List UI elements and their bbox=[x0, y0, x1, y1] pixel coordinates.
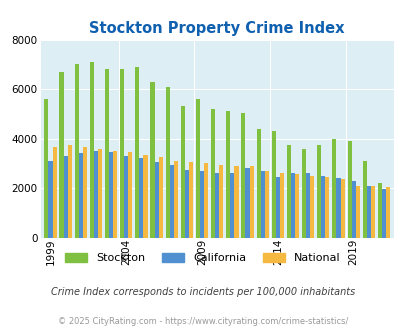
Bar bbox=[336, 178, 340, 238]
Bar bbox=[320, 176, 324, 238]
Bar bbox=[305, 173, 309, 238]
Bar bbox=[370, 185, 374, 238]
Bar bbox=[90, 62, 94, 238]
Text: Crime Index corresponds to incidents per 100,000 inhabitants: Crime Index corresponds to incidents per… bbox=[51, 287, 354, 297]
Bar bbox=[48, 161, 52, 238]
Legend: Stockton, California, National: Stockton, California, National bbox=[61, 248, 344, 268]
Bar bbox=[128, 152, 132, 238]
Bar bbox=[135, 67, 139, 238]
Bar bbox=[113, 151, 117, 238]
Bar bbox=[249, 166, 253, 238]
Bar bbox=[215, 173, 219, 238]
Bar bbox=[204, 163, 208, 238]
Bar bbox=[184, 170, 188, 238]
Bar bbox=[165, 86, 169, 238]
Bar bbox=[301, 148, 305, 238]
Bar bbox=[79, 153, 83, 238]
Bar bbox=[234, 166, 238, 238]
Bar bbox=[347, 141, 351, 238]
Bar bbox=[309, 176, 313, 238]
Bar bbox=[150, 82, 154, 238]
Bar bbox=[105, 69, 109, 238]
Bar bbox=[219, 165, 223, 238]
Bar bbox=[340, 180, 344, 238]
Bar bbox=[75, 64, 79, 238]
Bar bbox=[362, 161, 366, 238]
Bar bbox=[271, 131, 275, 238]
Bar bbox=[124, 156, 128, 238]
Bar bbox=[180, 106, 184, 238]
Bar bbox=[211, 109, 215, 238]
Bar bbox=[44, 99, 48, 238]
Bar bbox=[120, 69, 124, 238]
Bar bbox=[52, 147, 56, 238]
Bar bbox=[241, 113, 245, 238]
Bar bbox=[294, 175, 298, 238]
Bar bbox=[169, 165, 173, 238]
Bar bbox=[324, 177, 328, 238]
Bar bbox=[351, 181, 355, 238]
Bar bbox=[245, 168, 249, 238]
Bar bbox=[94, 151, 98, 238]
Bar bbox=[59, 72, 64, 238]
Bar bbox=[355, 185, 359, 238]
Bar bbox=[256, 129, 260, 238]
Bar bbox=[230, 173, 234, 238]
Bar bbox=[173, 161, 177, 238]
Bar bbox=[109, 152, 113, 238]
Bar bbox=[154, 162, 158, 238]
Bar bbox=[286, 145, 290, 238]
Bar bbox=[385, 187, 389, 238]
Bar bbox=[332, 139, 336, 238]
Bar bbox=[68, 145, 72, 238]
Bar bbox=[264, 171, 268, 238]
Bar bbox=[290, 173, 294, 238]
Bar bbox=[143, 155, 147, 238]
Bar bbox=[279, 173, 283, 238]
Bar bbox=[226, 112, 230, 238]
Bar bbox=[98, 148, 102, 238]
Title: Stockton Property Crime Index: Stockton Property Crime Index bbox=[89, 21, 344, 36]
Bar bbox=[366, 185, 370, 238]
Bar bbox=[158, 157, 162, 238]
Bar bbox=[316, 145, 320, 238]
Bar bbox=[139, 158, 143, 238]
Bar bbox=[377, 183, 381, 238]
Bar bbox=[260, 171, 264, 238]
Text: © 2025 CityRating.com - https://www.cityrating.com/crime-statistics/: © 2025 CityRating.com - https://www.city… bbox=[58, 317, 347, 326]
Bar bbox=[381, 189, 385, 238]
Bar bbox=[275, 177, 279, 238]
Bar bbox=[200, 171, 204, 238]
Bar bbox=[83, 147, 87, 238]
Bar bbox=[64, 156, 68, 238]
Bar bbox=[188, 162, 192, 238]
Bar bbox=[196, 99, 200, 238]
